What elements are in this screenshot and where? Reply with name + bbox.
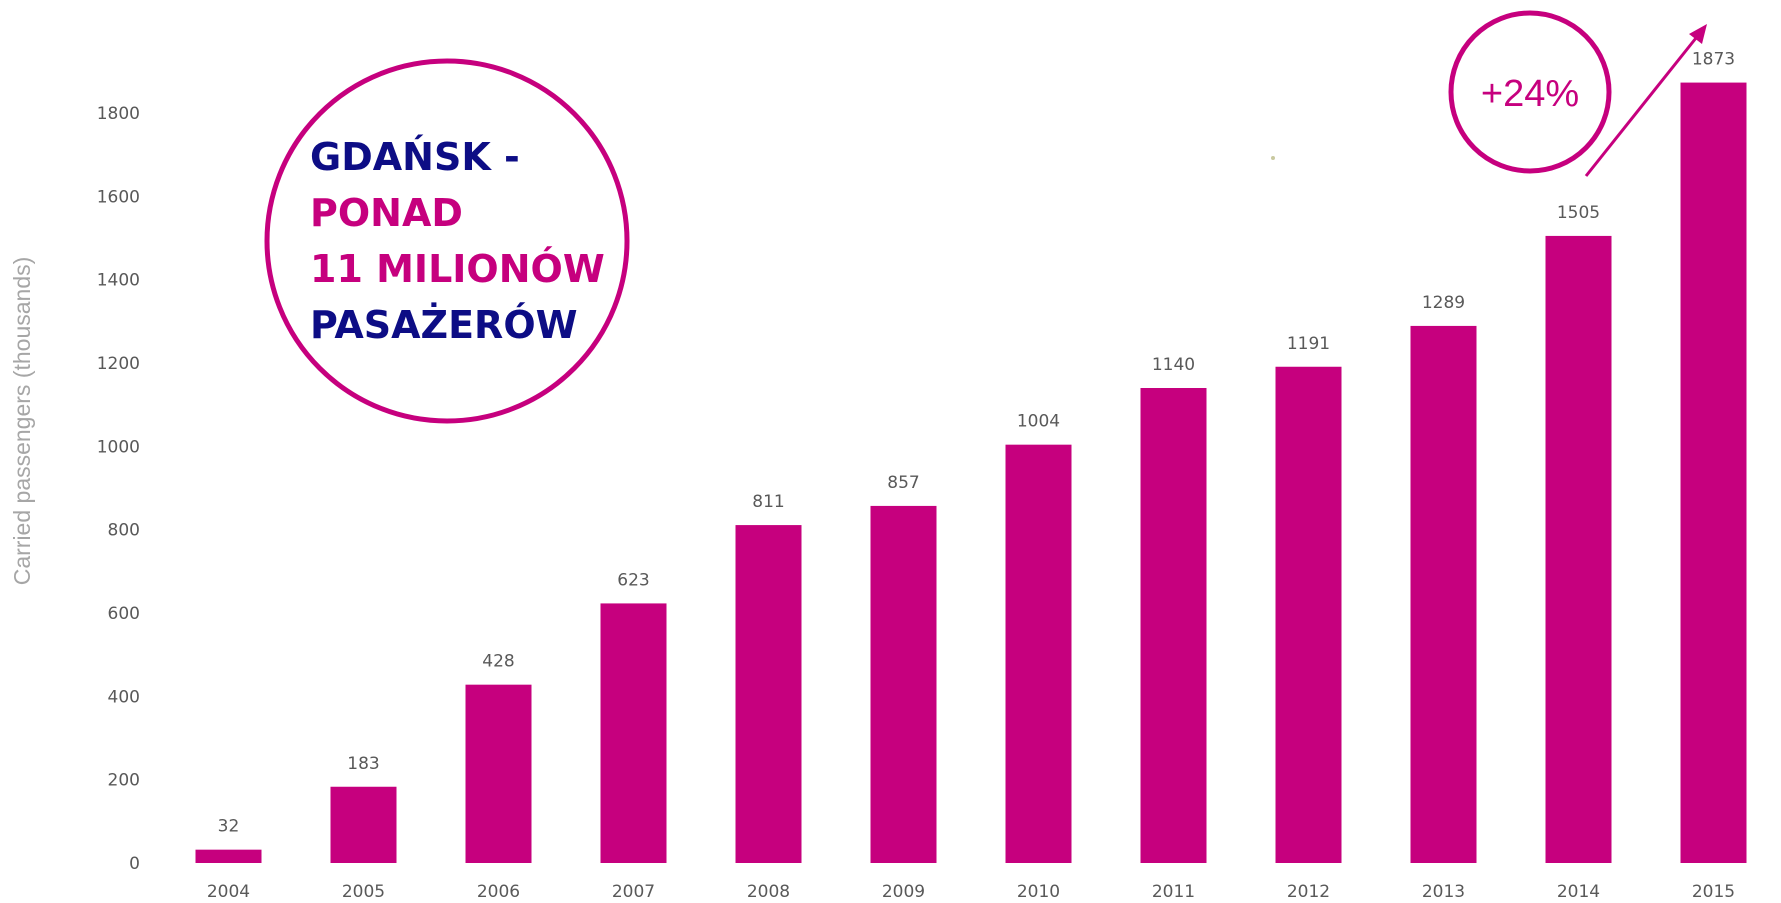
data-label-2006: 428	[482, 652, 514, 672]
data-label-2005: 183	[347, 754, 379, 774]
y-tick-label: 200	[108, 771, 140, 791]
x-tick-label: 2009	[882, 882, 925, 902]
callout-line-2: PONAD	[310, 191, 463, 235]
x-tick-label: 2014	[1557, 882, 1600, 902]
callout-line-1: GDAŃSK -	[310, 135, 520, 179]
data-label-2004: 32	[218, 817, 240, 837]
x-tick-label: 2004	[207, 882, 250, 902]
x-tick-label: 2015	[1692, 882, 1735, 902]
y-tick-label: 800	[108, 521, 140, 541]
growth-label: +24%	[1481, 73, 1579, 115]
x-tick-label: 2008	[747, 882, 790, 902]
callout-line-4: PASAŻERÓW	[310, 303, 578, 347]
data-label-2011: 1140	[1152, 355, 1195, 375]
x-tick-label: 2012	[1287, 882, 1330, 902]
data-label-2013: 1289	[1422, 293, 1465, 313]
y-tick-label: 600	[108, 604, 140, 624]
bar-2007	[600, 603, 667, 863]
data-labels: 32 183 428 623 811 857 1004 1140 1191 1289 1505 187…	[218, 50, 1735, 837]
y-tick-label: 400	[108, 687, 140, 707]
data-label-2010: 1004	[1017, 412, 1060, 432]
bars	[195, 82, 1747, 864]
growth-circle	[1448, 10, 1612, 174]
x-tick-label: 2005	[342, 882, 385, 902]
stray-dot	[1271, 156, 1275, 160]
data-label-2012: 1191	[1287, 334, 1330, 354]
data-label-2008: 811	[752, 492, 784, 512]
data-label-2009: 857	[887, 473, 919, 493]
bar-2011	[1140, 388, 1207, 863]
x-tick-label: 2006	[477, 882, 520, 902]
data-label-2015: 1873	[1692, 50, 1735, 70]
bar-2014	[1545, 235, 1612, 863]
bar-2006	[465, 684, 532, 863]
x-tick-label: 2011	[1152, 882, 1195, 902]
data-label-2014: 1505	[1557, 203, 1600, 223]
bar-2015	[1680, 82, 1747, 864]
bar-2010	[1005, 444, 1072, 863]
bar-2008	[735, 525, 802, 863]
x-tick-label: 2013	[1422, 882, 1465, 902]
bar-2005	[330, 786, 397, 863]
y-axis-label: Carried passengers (thousands)	[9, 257, 35, 586]
data-label-2007: 623	[617, 570, 649, 590]
bar-2012	[1275, 366, 1342, 863]
y-tick-label: 1000	[97, 437, 140, 457]
x-tick-label: 2010	[1017, 882, 1060, 902]
bar-2004	[195, 849, 262, 863]
bar-2009	[870, 505, 937, 863]
y-tick-label: 1200	[97, 354, 140, 374]
callout-line-3: 11 MILIONÓW	[310, 247, 605, 291]
growth-arrow-head	[1689, 24, 1707, 44]
x-tick-label: 2007	[612, 882, 655, 902]
x-axis-ticks: 2004 2005 2006 2007 2008 2009 2010 2011 2012 2013…	[207, 882, 1735, 902]
y-tick-label: 1800	[97, 104, 140, 124]
bar-2013	[1410, 325, 1477, 864]
growth-arrow-line	[1584, 37, 1698, 177]
y-tick-label: 0	[129, 854, 140, 874]
y-axis-ticks: 0 200 400 600 800 1000 1200 1400 1600 1800	[97, 104, 140, 874]
callout-circle	[264, 58, 630, 424]
y-tick-label: 1400	[97, 271, 140, 291]
y-tick-label: 1600	[97, 187, 140, 207]
